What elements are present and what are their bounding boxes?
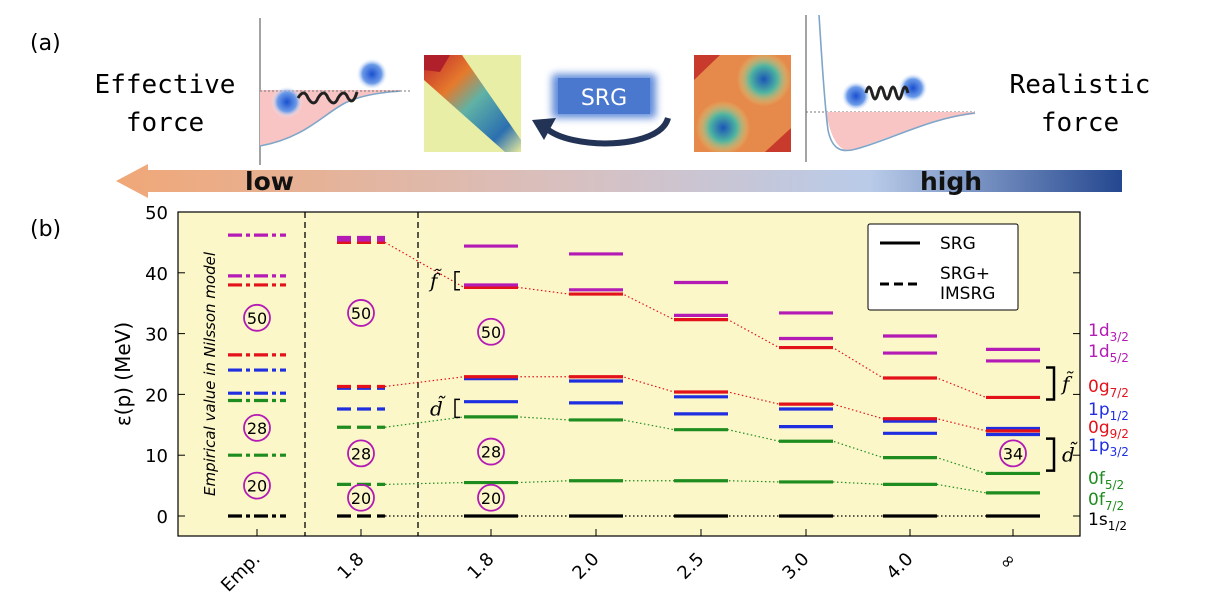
y-tick-label: 10: [145, 446, 168, 467]
magic-number-label: 20: [351, 489, 371, 508]
annotation-bracket: [454, 398, 460, 419]
x-tick-label: 4.0: [882, 549, 917, 584]
nilsson-note: Empirical value in Nilsson model: [201, 251, 219, 496]
x-tick-label: Emp.: [217, 549, 264, 593]
legend-box: [867, 223, 1019, 311]
x-tick-label: 1.8: [333, 549, 368, 584]
magic-number-label: 28: [351, 444, 371, 463]
magic-number-circle: [477, 437, 505, 466]
exchange-wave-icon: [864, 85, 910, 101]
full-matrix-image: [694, 55, 791, 152]
magic-number-label: 28: [247, 419, 267, 438]
soft-potential-illustration: [259, 18, 410, 165]
srg-transform: SRG: [532, 74, 671, 147]
magic-number-circle: [477, 317, 505, 346]
orbital-label: 1d5/2: [1088, 342, 1129, 365]
magic-number-circle: [347, 439, 375, 468]
magic-number-label: 34: [1003, 444, 1023, 463]
realistic-force-line1: Realistic: [1010, 70, 1151, 100]
panel-a: (a) Effective force Realistic force SRG: [30, 14, 1151, 198]
exchange-wave-icon: [296, 91, 359, 105]
plot-dividers: [304, 212, 419, 536]
magic-number-circle: [243, 303, 271, 332]
y-tick-label: 50: [145, 203, 168, 224]
x-tick-label: 2.0: [568, 549, 603, 584]
y-tick-label: 20: [145, 385, 168, 406]
magic-number-circle: [347, 299, 375, 327]
orbital-label: 1d3/2: [1088, 321, 1129, 344]
y-axis-label: ε(p) (MeV): [111, 322, 135, 426]
resolution-scale-arrow: low high: [116, 164, 1122, 198]
x-tick-label: ∞: [995, 549, 1020, 574]
nucleon-blob-icon: [898, 73, 928, 103]
orbital-label: 0g7/2: [1088, 377, 1129, 400]
magic-number-circle: [243, 413, 271, 442]
realistic-force-line2: force: [1041, 108, 1119, 138]
annotation-bracket: [1046, 437, 1056, 472]
annotation-bracket: [1046, 366, 1056, 401]
annotation-bracket: [454, 270, 460, 291]
orbital-label: 0g9/2: [1088, 418, 1129, 441]
effective-force-line2: force: [126, 108, 204, 138]
panel-a-label: (a): [30, 31, 61, 56]
magic-number-label: 20: [481, 489, 501, 508]
hard-potential-illustration: [805, 14, 976, 162]
y-tick-label: 0: [157, 507, 168, 528]
annotation-label: d̃: [1062, 440, 1078, 466]
magic-number-label: 50: [351, 304, 371, 323]
magic-number-markers: 50 28 20 50 28 20 50 28 20 34: [243, 299, 1027, 512]
nucleon-blob-icon: [356, 58, 388, 90]
curved-arrow-icon: [543, 116, 671, 147]
arrow-high-label: high: [920, 167, 982, 196]
arrow-low-label: low: [245, 167, 294, 196]
orbital-label: 1p1/2: [1088, 400, 1129, 423]
annotation-label: d̃: [430, 394, 446, 420]
x-tick-label: 1.8: [463, 549, 498, 584]
orbital-label: 0f7/2: [1088, 490, 1124, 513]
magic-number-label: 28: [481, 443, 501, 462]
magic-number-circle: [347, 483, 375, 512]
magic-number-label: 50: [247, 309, 267, 328]
magic-number-label: 50: [481, 323, 501, 342]
legend-srg: SRG: [940, 234, 976, 254]
legend: SRG SRG+ IMSRG: [867, 223, 1019, 311]
magic-number-circle: [477, 483, 505, 512]
srg-label: SRG: [581, 86, 627, 111]
panel-b-label: (b): [30, 217, 61, 242]
magic-number-circle: [999, 439, 1027, 468]
level-lines: [228, 233, 1040, 518]
y-tick-label: 30: [145, 325, 168, 346]
effective-force-line1: Effective: [95, 70, 236, 100]
x-tick-label: 3.0: [778, 549, 813, 584]
nucleon-blob-icon: [841, 81, 871, 111]
band-diagonal-matrix-image: [424, 55, 521, 152]
x-tick-label: 2.5: [673, 549, 708, 584]
orbital-label: 1s1/2: [1088, 510, 1127, 533]
nucleon-blob-icon: [271, 86, 303, 118]
y-tick-label: 40: [145, 264, 168, 285]
orbital-label: 1p3/2: [1088, 436, 1129, 459]
magic-number-label: 20: [247, 477, 267, 496]
orbital-label: 0f5/2: [1088, 469, 1124, 492]
magic-number-circle: [243, 471, 271, 500]
legend-srg-imsrg: SRG+ IMSRG: [940, 264, 995, 304]
